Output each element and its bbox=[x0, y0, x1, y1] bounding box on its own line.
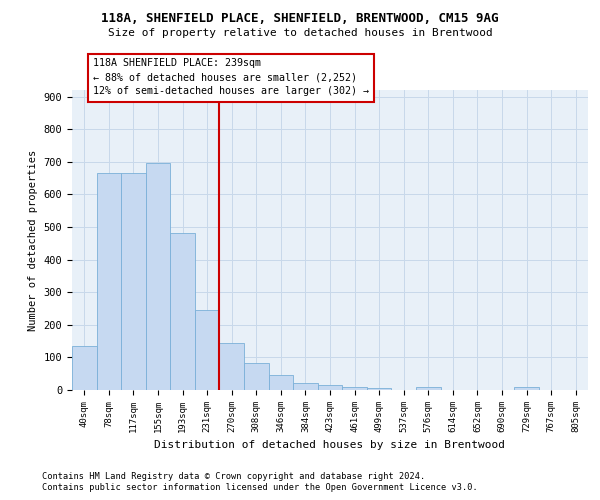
Bar bbox=[367, 388, 391, 390]
Bar bbox=[170, 234, 195, 390]
Text: Contains public sector information licensed under the Open Government Licence v3: Contains public sector information licen… bbox=[42, 484, 478, 492]
Bar bbox=[195, 310, 220, 390]
Y-axis label: Number of detached properties: Number of detached properties bbox=[28, 150, 38, 330]
Bar bbox=[121, 173, 146, 390]
Text: 118A SHENFIELD PLACE: 239sqm
← 88% of detached houses are smaller (2,252)
12% of: 118A SHENFIELD PLACE: 239sqm ← 88% of de… bbox=[93, 58, 369, 96]
Bar bbox=[342, 386, 367, 390]
Bar bbox=[97, 173, 121, 390]
Text: 118A, SHENFIELD PLACE, SHENFIELD, BRENTWOOD, CM15 9AG: 118A, SHENFIELD PLACE, SHENFIELD, BRENTW… bbox=[101, 12, 499, 26]
Bar bbox=[269, 374, 293, 390]
Text: Contains HM Land Registry data © Crown copyright and database right 2024.: Contains HM Land Registry data © Crown c… bbox=[42, 472, 425, 481]
Bar bbox=[244, 364, 269, 390]
Bar bbox=[514, 388, 539, 390]
Bar bbox=[318, 385, 342, 390]
Bar bbox=[293, 383, 318, 390]
Bar bbox=[416, 388, 440, 390]
Bar bbox=[220, 342, 244, 390]
X-axis label: Distribution of detached houses by size in Brentwood: Distribution of detached houses by size … bbox=[155, 440, 505, 450]
Text: Size of property relative to detached houses in Brentwood: Size of property relative to detached ho… bbox=[107, 28, 493, 38]
Bar bbox=[72, 346, 97, 390]
Bar bbox=[146, 164, 170, 390]
